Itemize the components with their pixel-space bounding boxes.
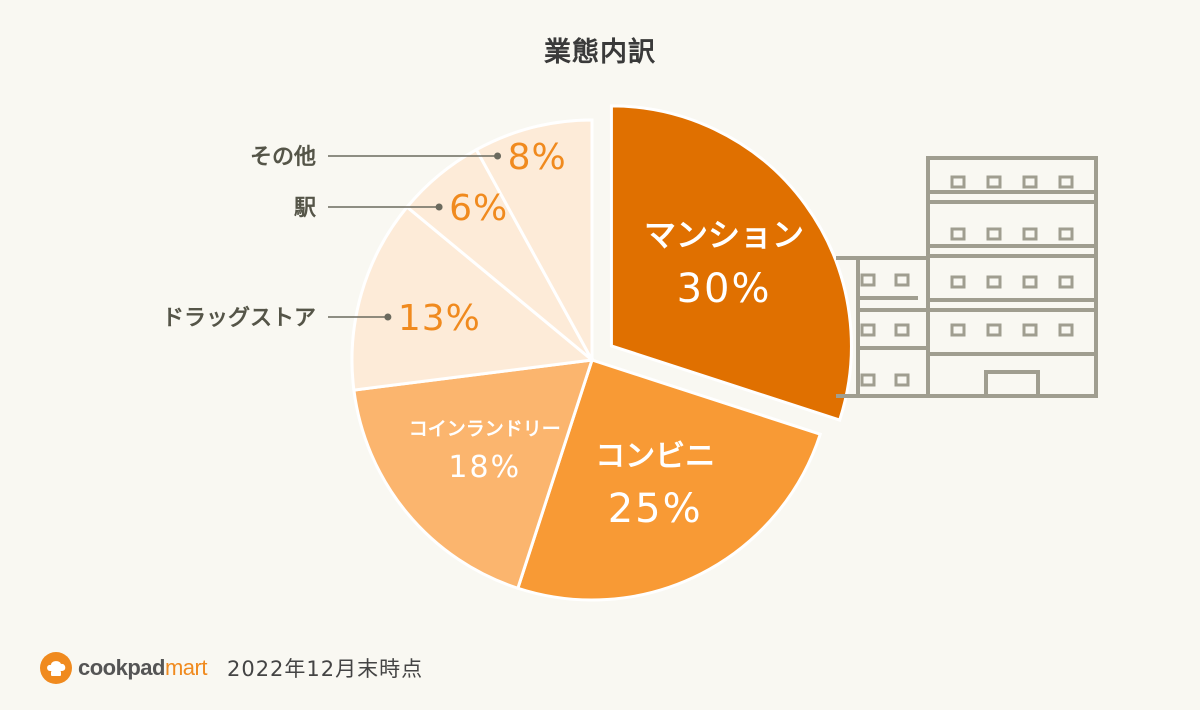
building-icon (836, 156, 1098, 398)
slice-value-label: 13% (398, 298, 481, 339)
brand-sub: mart (164, 655, 208, 680)
leader-dot (494, 152, 502, 160)
brand-main: cookpad (78, 655, 165, 680)
slice-value-label: 18% (448, 450, 521, 485)
leader-lines (328, 152, 502, 321)
slice-category-label: ドラッグストア (162, 305, 316, 331)
slice-value-label: 25% (608, 486, 703, 532)
pie-slice (609, 104, 853, 422)
pie-slice (350, 204, 596, 392)
pie-slices (350, 104, 853, 602)
brand-logo: cookpadmart (78, 655, 207, 681)
slice-labels: マンション 30% コンビニ 25% コインランドリー 18% 13% ドラッグストア 6% 駅 8… (162, 137, 804, 532)
slice-value-label: 6% (449, 188, 508, 229)
slice-value-label: 8% (508, 137, 567, 178)
pie-slice (515, 358, 823, 602)
chef-hat-icon (40, 652, 72, 684)
slice-category-label: 駅 (294, 196, 316, 221)
slice-value-label: 30% (677, 266, 772, 312)
leader-dot (435, 203, 443, 211)
slice-category-label: コンビニ (595, 439, 715, 474)
leader-dot (384, 313, 392, 321)
slice-category-label: コインランドリー (409, 418, 561, 440)
pie-slice (352, 358, 595, 591)
as-of-date: 2022年12月末時点 (226, 657, 424, 681)
chart-title: 業態内訳 (544, 37, 656, 68)
slice-category-label: マンション (644, 216, 804, 254)
pie-slice (474, 118, 594, 361)
slice-category-label: その他 (250, 145, 316, 170)
footer: cookpadmart 2022年12月末時点 (40, 650, 423, 686)
